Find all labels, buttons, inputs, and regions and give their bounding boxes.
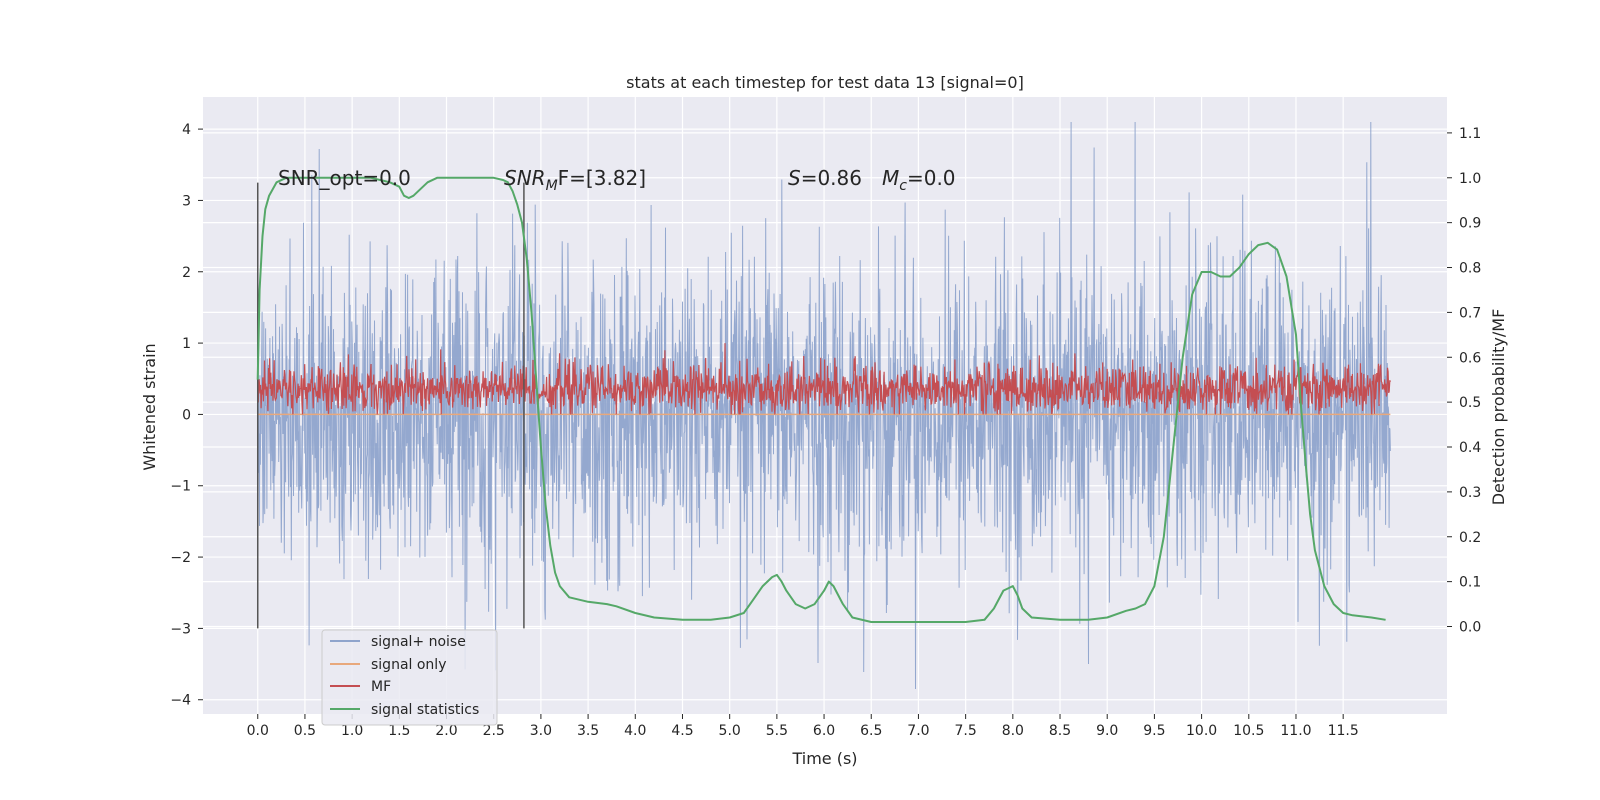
y2-tick-label: 0.0 [1459,619,1481,635]
y-axis-left: −4 −3 −2 −1 0 1 2 3 4 [170,122,203,709]
x-tick-label: 10.5 [1233,723,1264,739]
x-tick-label: 6.0 [813,723,835,739]
y-axis-label: Whitened strain [140,343,159,470]
annotation-s-symbol: S [788,166,801,190]
x-tick-label: 1.5 [388,723,410,739]
legend-label-signal-only: signal only [371,657,446,673]
y-tick-label: −1 [170,479,191,495]
x-tick-label: 8.0 [1002,723,1024,739]
x-tick-label: 4.5 [671,723,693,739]
vertical-markers [256,182,525,629]
x-tick-label: 11.5 [1328,723,1359,739]
x-tick-label: 10.0 [1186,723,1217,739]
y-tick-label: 2 [182,265,191,281]
y2-tick-label: 0.8 [1459,261,1481,277]
y-tick-label: −2 [170,550,191,566]
series-mf [257,343,1391,415]
y-tick-label: 1 [182,336,191,352]
annotation-mc-symbol: M [882,166,899,190]
x-tick-label: 9.5 [1143,723,1165,739]
annotation-snr-opt: SNR_opt=0.0 [278,166,411,190]
x-tick-label: 2.0 [435,723,457,739]
x-tick-label: 7.5 [955,723,977,739]
y-axis-right: 0.0 0.1 0.2 0.3 0.4 0.5 0.6 0.7 0.8 0.9 1.0 1.1 [1447,126,1481,635]
x-tick-label: 3.0 [530,723,552,739]
annotation-mc-value: =0.0 [907,166,956,190]
y2-axis-label: Detection probability/MF [1489,309,1508,506]
x-tick-label: 0.5 [294,723,316,739]
y-tick-label: 0 [182,407,191,423]
legend-box [321,629,498,726]
x-tick-label: 4.0 [624,723,646,739]
x-tick-label: 11.0 [1280,723,1311,739]
chart-title: stats at each timestep for test data 13 … [626,73,1024,92]
x-tick-label: 7.0 [907,723,929,739]
annotation-snr-mf-value: F=[3.82] [558,166,646,190]
x-axis: 0.0 0.5 1.0 1.5 2.0 2.5 3.0 3.5 4.0 4.5 5.0 5.5 6.0 6… [247,714,1359,739]
x-tick-label: 8.5 [1049,723,1071,739]
annotation-s: S=0.86 [788,166,862,190]
signal-statistics-line [256,176,1386,623]
annotation-snr-mf-subscript: M [546,178,558,194]
legend-label-mf: MF [371,679,391,695]
y2-tick-label: 0.2 [1459,530,1481,546]
x-tick-label: 5.5 [766,723,788,739]
y2-tick-label: 0.7 [1459,305,1481,321]
y-tick-label: 4 [182,122,191,138]
x-tick-label: 1.0 [341,723,363,739]
x-tick-label: 3.5 [577,723,599,739]
y2-tick-label: 1.0 [1459,171,1481,187]
series-signal-statistics [256,176,1386,623]
annotation-s-value: =0.86 [801,166,862,190]
legend: signal+ noise signal only MF signal stat… [321,629,498,726]
legend-label-signal-statistics: signal statistics [371,702,479,718]
y-tick-label: 3 [182,193,191,209]
y2-tick-label: 0.6 [1459,350,1481,366]
x-axis-label: Time (s) [791,749,857,768]
annotation-snr-mf: SNRMF=[3.82] [504,166,646,194]
mf-line [257,343,1391,415]
x-tick-label: 5.0 [719,723,741,739]
annotation-mc: Mc=0.0 [882,166,956,194]
y2-tick-label: 0.9 [1459,216,1481,232]
x-tick-label: 2.5 [483,723,505,739]
x-tick-label: 6.5 [860,723,882,739]
y-tick-label: −3 [170,621,191,637]
annotation-mc-subscript: c [899,178,907,194]
y2-tick-label: 1.1 [1459,126,1481,142]
x-tick-label: 9.0 [1096,723,1118,739]
x-tick-label: 0.0 [247,723,269,739]
y2-tick-label: 0.3 [1459,485,1481,501]
annotation-snr-mf-symbol: SNR [504,166,546,190]
y2-tick-label: 0.5 [1459,395,1481,411]
legend-label-signal-noise: signal+ noise [371,634,466,650]
y2-tick-label: 0.4 [1459,440,1481,456]
y2-tick-label: 0.1 [1459,575,1481,591]
y-tick-label: −4 [170,693,191,709]
